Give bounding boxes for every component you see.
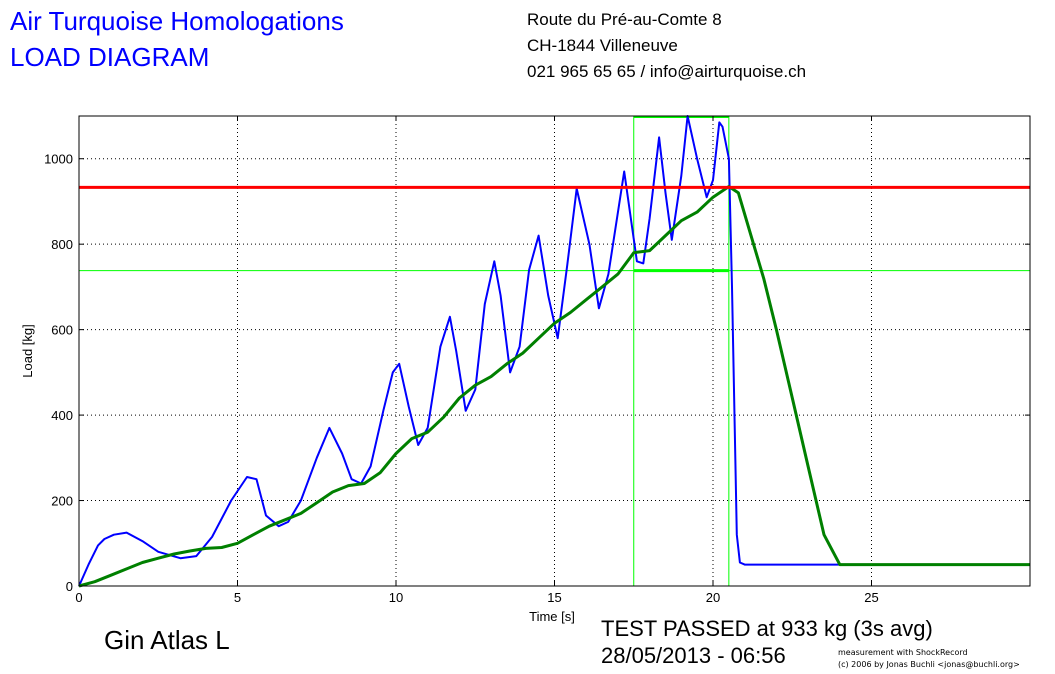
product-name: Gin Atlas L: [104, 625, 230, 655]
test-result: TEST PASSED at 933 kg (3s avg): [601, 616, 933, 641]
credit-line-1: measurement with ShockRecord: [838, 648, 968, 657]
series-layer: [78, 115, 1030, 588]
y-tick-label: 400: [51, 408, 73, 423]
contact-line: 021 965 65 65 / info@airturquoise.ch: [527, 62, 807, 81]
address-line-2: CH-1844 Villeneuve: [527, 36, 678, 55]
x-tick-label: 10: [389, 590, 403, 605]
grid: [79, 116, 1030, 586]
document-title: LOAD DIAGRAM: [10, 42, 210, 72]
x-tick-label: 25: [864, 590, 878, 605]
y-axis-label: Load [kg]: [20, 324, 35, 378]
y-tick-label: 0: [66, 579, 73, 594]
y-tick-label: 1000: [44, 152, 73, 167]
plot-background: [79, 116, 1030, 586]
x-tick-label: 15: [547, 590, 561, 605]
x-tick-label: 0: [75, 590, 82, 605]
company-name: Air Turquoise Homologations: [10, 6, 344, 36]
average-load-line: [78, 185, 1030, 588]
x-tick-label: 20: [706, 590, 720, 605]
y-tick-label: 200: [51, 494, 73, 509]
address-line-1: Route du Pré-au-Comte 8: [527, 10, 722, 29]
y-tick-label: 600: [51, 323, 73, 338]
credit-line-2: (c) 2006 by Jonas Buchli <jonas@buchli.o…: [838, 660, 1020, 669]
y-tick-label: 800: [51, 237, 73, 252]
ticks: 0 5 10 15 20 25 0 200 400 600 800 1000: [44, 116, 1030, 605]
x-tick-label: 5: [234, 590, 241, 605]
x-axis-label: Time [s]: [529, 609, 575, 624]
raw-load-line: [78, 115, 1030, 587]
test-datetime: 28/05/2013 - 06:56: [601, 643, 786, 668]
